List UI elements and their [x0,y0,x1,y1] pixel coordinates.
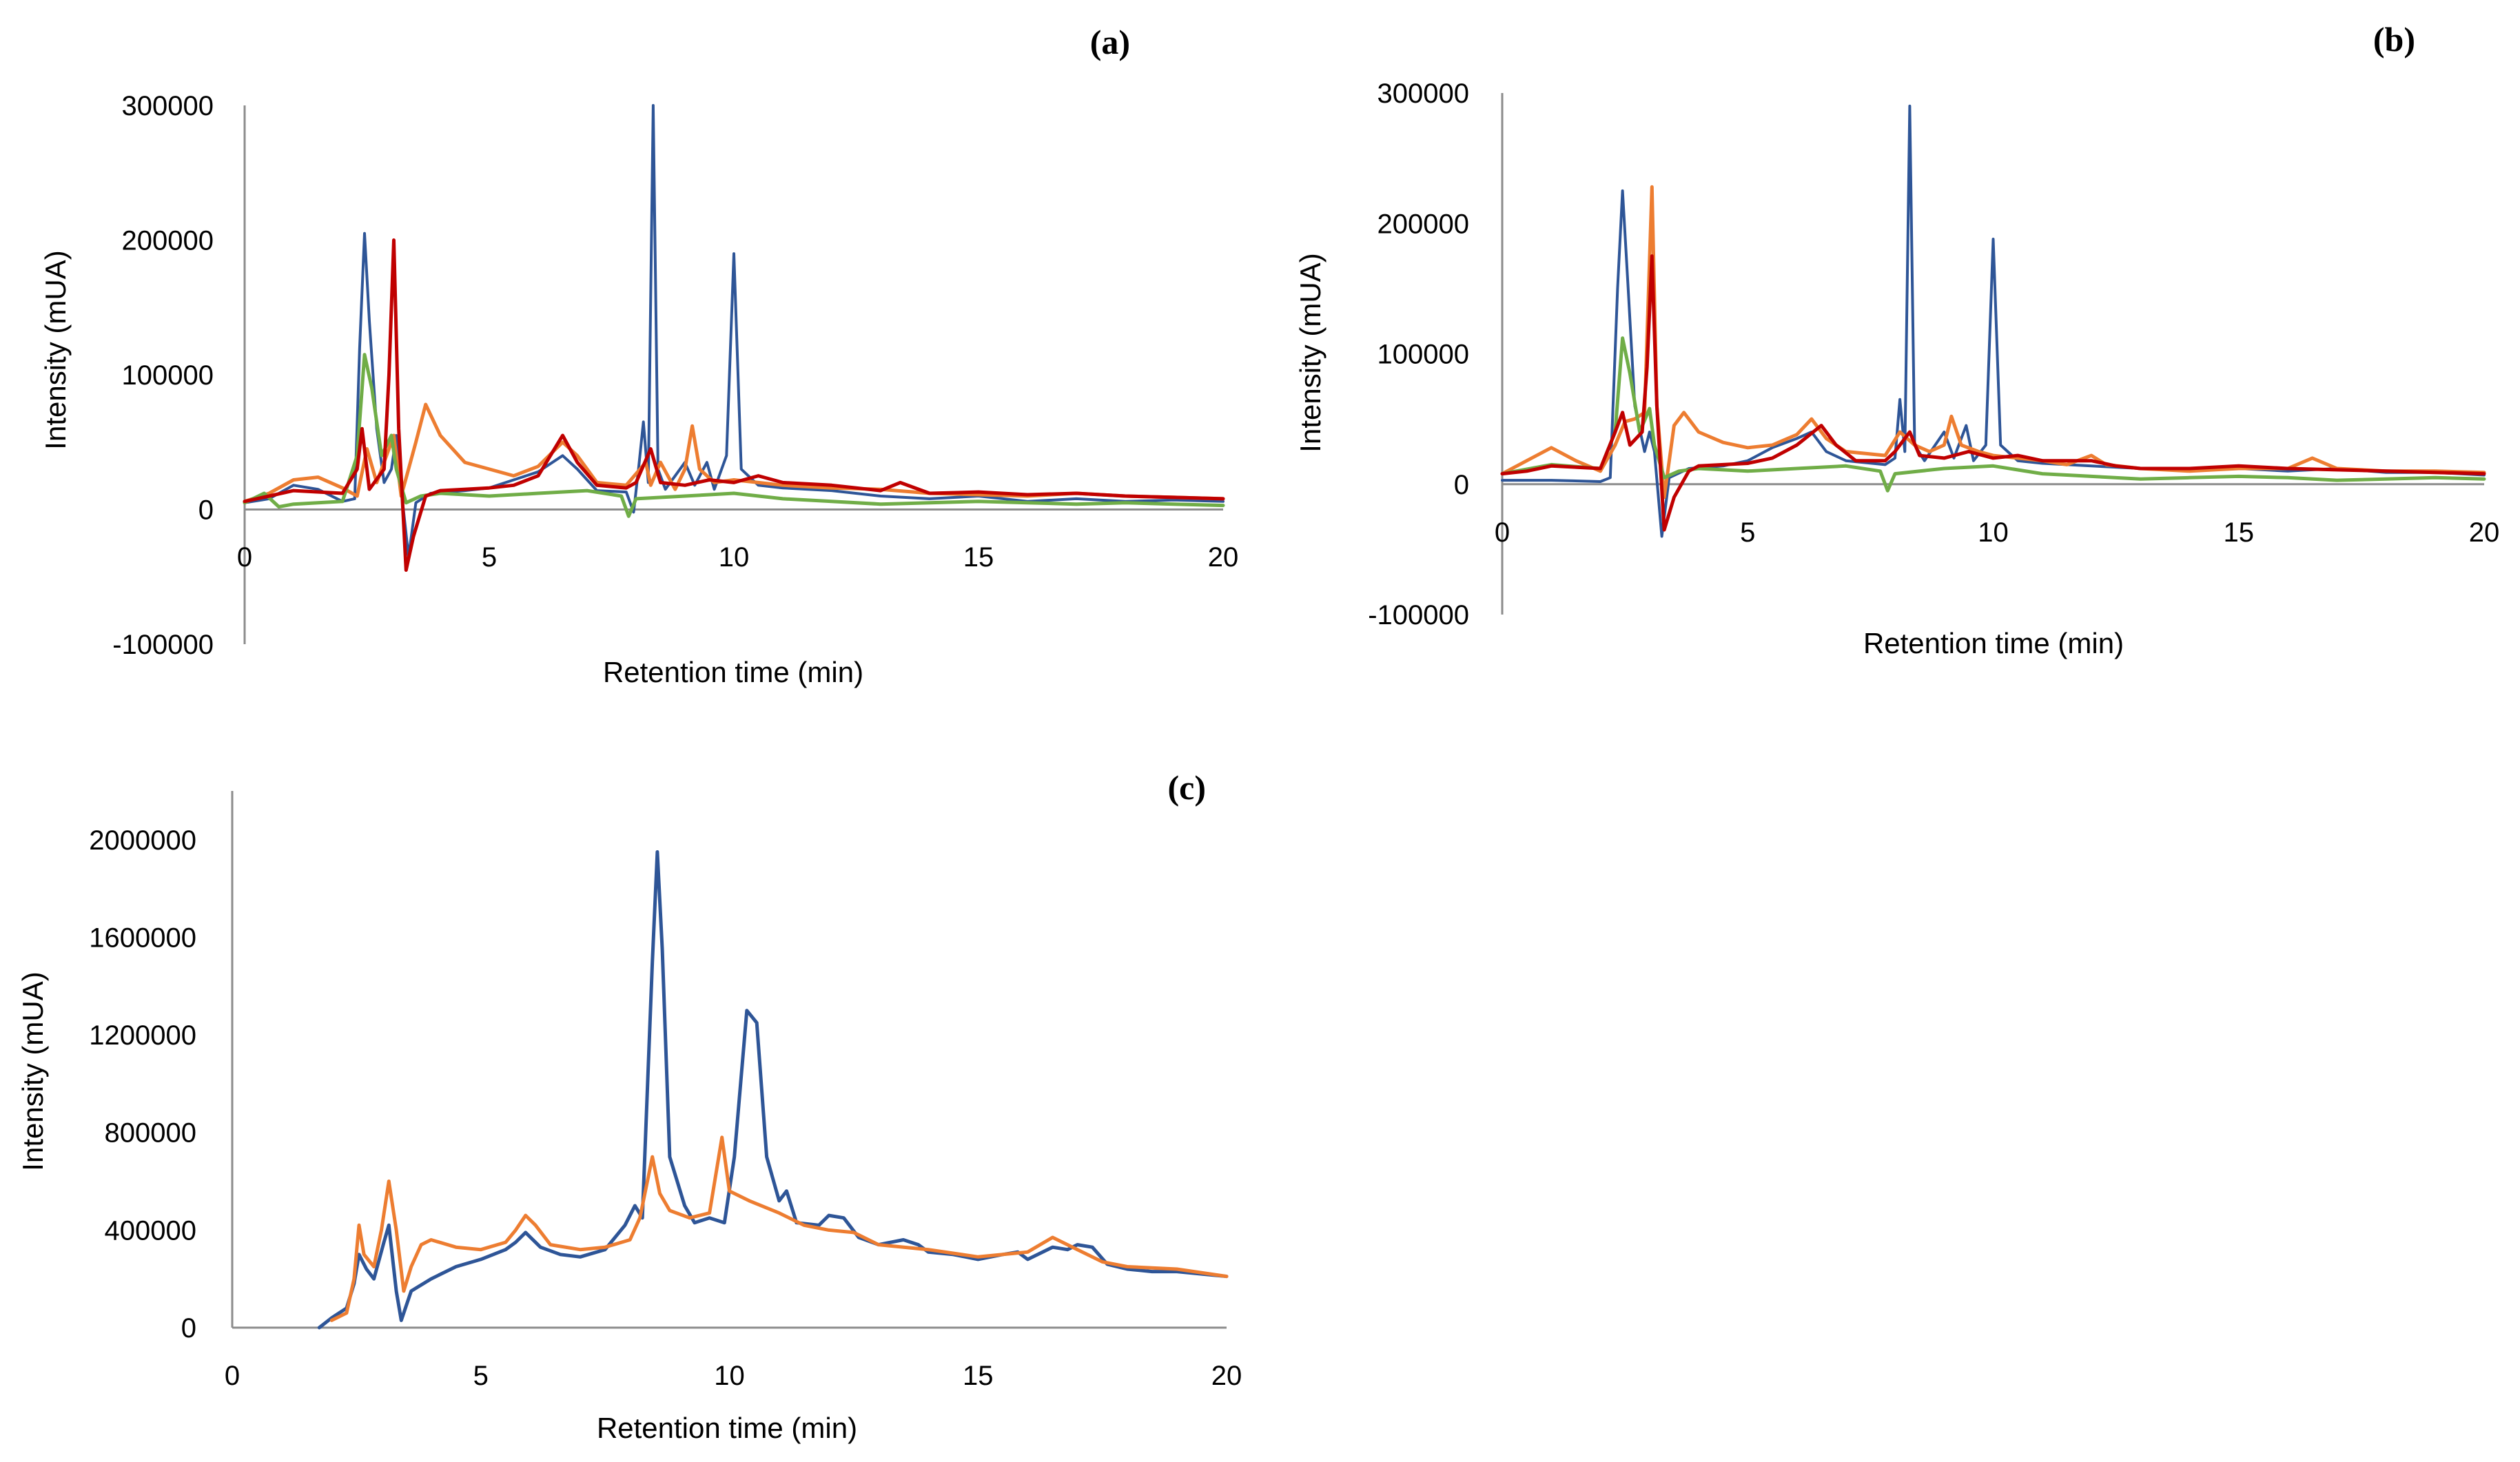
chart-panel-c: (c) Intensity (mUA) Retention time (min)… [17,768,1242,1444]
y-tick-label-b: 200000 [1377,209,1469,239]
y-axis-title-b: Intensity (mUA) [1294,253,1326,452]
x-axis-title-a: Retention time (min) [603,656,863,688]
x-tick-label-a: 0 [237,542,252,573]
chart-panel-a: (a) Intensity (mUA) Retention time (min)… [39,23,1238,688]
y-tick-label-c: 1200000 [89,1020,196,1051]
panel-label-a: (a) [1090,23,1130,61]
panel-label-b: (b) [2373,20,2415,59]
x-tick-label-b: 10 [1978,517,2009,548]
y-tick-label-a: -100000 [112,630,214,660]
y-tick-label-b: 100000 [1377,340,1469,370]
x-tick-label-b: 15 [2224,517,2255,548]
x-tick-label-b: 0 [1495,517,1510,548]
x-tick-label-c: 20 [1211,1361,1242,1391]
y-tick-label-a: 0 [198,495,214,526]
y-tick-label-a: 200000 [122,226,214,256]
y-tick-label-c: 2000000 [89,825,196,856]
x-tick-label-c: 10 [714,1361,745,1391]
y-tick-label-a: 100000 [122,360,214,391]
plot-area-a: -100000 0 100000 200000 300000 0 5 10 15 20 [112,91,1238,660]
y-tick-label-c: 1600000 [89,923,196,953]
series-line-orange-a [243,402,1225,504]
x-tick-label-c: 5 [473,1361,489,1391]
y-tick-label-a: 300000 [122,91,214,121]
series-line-red-b [1500,254,2486,532]
plot-area-b: -100000 0 100000 200000 300000 0 5 10 15 20 [1368,79,2499,630]
plot-area-c: 0 400000 800000 1200000 1600000 2000000 0 5 10 15… [89,791,1242,1391]
chart-panel-b: (b) Intensity (mUA) Retention time (min)… [1294,20,2499,659]
x-tick-label-a: 20 [1208,542,1239,573]
series-line-orange-c [329,1135,1229,1322]
x-tick-label-c: 0 [225,1361,240,1391]
x-tick-label-c: 15 [963,1361,994,1391]
x-axis-title-b: Retention time (min) [1863,627,2124,659]
x-tick-label-a: 5 [482,542,497,573]
y-tick-label-b: -100000 [1368,600,1469,630]
series-line-red-a [243,238,1225,572]
y-tick-label-c: 800000 [105,1118,196,1149]
x-axis-title-c: Retention time (min) [597,1412,857,1444]
x-tick-label-a: 15 [963,542,994,573]
series-line-green-b [1500,336,2486,493]
series-line-green-a [243,353,1225,518]
series-line-blue-a [243,104,1225,558]
y-tick-label-c: 0 [181,1313,196,1343]
y-tick-label-b: 300000 [1377,79,1469,109]
series-line-blue-c [317,850,1229,1330]
y-tick-label-b: 0 [1454,470,1469,500]
x-tick-label-b: 5 [1740,517,1755,548]
x-tick-label-b: 20 [2469,517,2500,548]
y-tick-label-c: 400000 [105,1215,196,1246]
x-tick-label-a: 10 [719,542,750,573]
panel-label-c: (c) [1168,768,1207,807]
y-axis-title-a: Intensity (mUA) [39,250,72,449]
y-axis-title-c: Intensity (mUA) [17,971,49,1171]
